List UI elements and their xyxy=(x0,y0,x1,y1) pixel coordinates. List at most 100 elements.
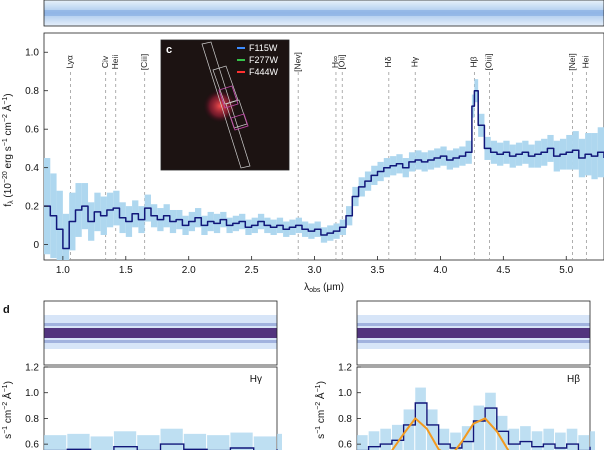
error-bar xyxy=(578,435,589,450)
error-bar xyxy=(67,433,90,450)
x-tick-label: 2.0 xyxy=(182,265,196,276)
spectrum-2d-strip-hgamma xyxy=(43,300,278,366)
emission-line-label: Civ xyxy=(100,55,110,68)
spectrum-series xyxy=(44,89,604,250)
hbeta-y-ticks: 0.6 0.8 1.0 1.2 xyxy=(338,363,361,450)
legend-label: F277W xyxy=(249,55,279,65)
error-bar xyxy=(590,431,595,450)
y-tick-label: 1.0 xyxy=(25,48,39,59)
error-bar xyxy=(277,433,282,450)
y-tick-label: 0.6 xyxy=(25,440,39,450)
error-bar xyxy=(520,426,531,450)
spectrum-2d-strip-hbeta xyxy=(356,300,591,366)
x-tick-label: 4.0 xyxy=(433,265,447,276)
y-axis-ticks: 0 0.2 0.4 0.6 0.8 1.0 xyxy=(25,48,48,251)
hbeta-title: Hβ xyxy=(567,374,580,385)
y-tick-label: 0.8 xyxy=(25,414,39,425)
error-bar xyxy=(368,431,380,450)
zoom-spectrum-line xyxy=(44,443,278,450)
error-bar xyxy=(253,436,276,450)
error-bar xyxy=(508,428,520,450)
main-x-axis-label: λobs (μm) xyxy=(304,282,344,294)
error-bar xyxy=(543,428,555,450)
hbeta-error-band xyxy=(357,387,595,450)
error-bar xyxy=(183,433,207,450)
emission-line-label: [Ciii] xyxy=(139,54,149,71)
error-bar xyxy=(380,428,391,450)
error-bar xyxy=(473,405,485,450)
error-bar xyxy=(44,435,67,450)
y-tick-label: 0.8 xyxy=(25,86,39,97)
nirspec-slit-highlight xyxy=(218,85,249,131)
hgamma-error-band xyxy=(44,428,282,450)
x-axis-ticks: 1.0 1.5 2.0 2.5 3.0 3.5 4.0 4.5 5.0 xyxy=(56,256,574,276)
error-bar xyxy=(113,431,137,450)
error-bar xyxy=(160,428,183,450)
emission-line-label: Hγ xyxy=(409,56,419,67)
error-bar xyxy=(56,190,63,260)
inset-panel-letter: c xyxy=(166,44,172,56)
emission-line-label: Hβ xyxy=(469,56,479,67)
hgamma-y-ticks: 0.6 0.8 1.0 1.2 xyxy=(25,363,48,450)
hgamma-title: Hγ xyxy=(250,374,262,385)
error-bar xyxy=(62,213,70,260)
emission-line-label: [Nei] xyxy=(567,53,577,70)
error-bar xyxy=(531,431,543,450)
legend-label: F115W xyxy=(249,43,278,53)
x-tick-label: 2.5 xyxy=(245,265,259,276)
error-bar xyxy=(415,387,426,450)
emission-line-label: H∞ xyxy=(330,56,340,68)
main-spectrum-panel: Lyα Civ Heii [Ciii] [Nev] H∞[Oii] Hδ Hγ Hβ [Oiii]… xyxy=(1,32,604,294)
x-tick-label: 5.0 xyxy=(559,265,573,276)
emission-line-label: [Nev] xyxy=(292,52,302,72)
spectrum-2d-strip-top xyxy=(43,0,604,27)
error-bar xyxy=(450,432,461,450)
emission-line-label: [Oiii] xyxy=(484,54,494,71)
y-tick-label: 0.2 xyxy=(25,202,39,213)
error-bar xyxy=(496,415,508,450)
hgamma-series xyxy=(44,443,278,450)
x-tick-label: 4.5 xyxy=(496,265,510,276)
hgamma-y-axis-label: s−1 cm−2 Å−1) xyxy=(1,381,14,439)
emission-line-label: Lyα xyxy=(65,55,75,69)
error-bar xyxy=(555,432,566,450)
error-bar xyxy=(426,409,438,450)
x-tick-label: 3.0 xyxy=(308,265,322,276)
y-tick-label: 1.0 xyxy=(25,388,39,399)
error-bar xyxy=(403,409,415,450)
fit-curve xyxy=(391,417,510,450)
error-bar xyxy=(357,435,368,450)
y-tick-label: 0.4 xyxy=(25,163,39,174)
error-bar xyxy=(90,436,113,450)
error-bar xyxy=(207,435,230,450)
x-tick-label: 1.5 xyxy=(119,265,133,276)
error-bar xyxy=(230,432,253,450)
spectrum-line xyxy=(44,89,604,250)
emission-line-label: Heii xyxy=(110,55,120,70)
hbeta-zoom-panel: 0.6 0.8 1.0 1.2 Hβ s−1 cm−2 Å−1) xyxy=(314,363,595,450)
error-bar xyxy=(566,428,578,450)
y-tick-label: 0.6 xyxy=(25,125,39,136)
x-tick-label: 3.5 xyxy=(371,265,385,276)
emission-line-label: Hei xyxy=(581,56,591,69)
error-bar xyxy=(485,392,496,450)
error-bar xyxy=(461,426,473,450)
y-tick-label: 1.2 xyxy=(338,363,352,374)
emission-line-label: Hδ xyxy=(383,56,393,67)
y-tick-label: 1.2 xyxy=(25,363,39,374)
emission-line-label: [Oii] xyxy=(336,54,346,69)
hbeta-y-axis-label: s−1 cm−2 Å−1) xyxy=(314,381,327,439)
inset-image-panel: c F115W F277W F444W xyxy=(160,39,290,171)
hbeta-series xyxy=(357,402,591,450)
filter-legend: F115W F277W F444W xyxy=(237,43,279,77)
main-y-axis-label: fλ (10−20 erg s−1 cm−2 Å−1) xyxy=(1,93,15,206)
error-bar xyxy=(391,424,403,450)
emission-line-markers: Lyα Civ Heii [Ciii] [Nev] H∞[Oii] Hδ Hγ Hβ [Oiii]… xyxy=(65,52,591,260)
y-tick-label: 0 xyxy=(33,240,39,251)
error-bar xyxy=(438,428,450,450)
hgamma-zoom-panel: 0.6 0.8 1.0 1.2 Hγ s−1 cm−2 Å−1) xyxy=(1,363,282,450)
error-bar xyxy=(137,435,160,450)
legend-label: F444W xyxy=(249,67,279,77)
y-tick-label: 0.8 xyxy=(338,414,352,425)
bottom-panel-letter: d xyxy=(3,304,10,316)
